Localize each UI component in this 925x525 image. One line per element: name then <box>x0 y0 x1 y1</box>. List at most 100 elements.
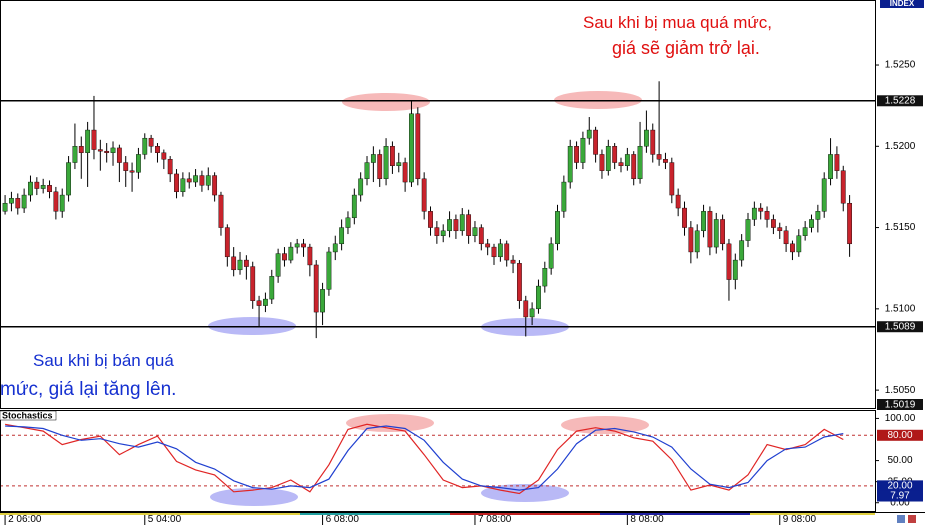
candle-body <box>180 178 186 193</box>
candle-body <box>2 202 8 212</box>
candle-body <box>631 154 637 180</box>
y-tick-label: 100.00 <box>885 413 916 424</box>
candle-body <box>231 256 237 271</box>
candle-body <box>802 227 808 236</box>
candle-body <box>459 214 465 232</box>
candle-body <box>104 150 110 153</box>
candle-body <box>783 230 789 245</box>
scroll-button[interactable] <box>908 515 916 523</box>
candle-body <box>72 146 78 163</box>
candle-body <box>739 240 745 261</box>
candle-body <box>586 129 592 139</box>
overbought-highlight <box>342 93 430 111</box>
level-box <box>877 95 923 107</box>
candle-body <box>148 137 154 147</box>
candle-body <box>167 159 173 175</box>
y-tick-label: 50.00 <box>887 455 912 466</box>
candle-body <box>745 219 751 241</box>
candle-body <box>777 227 783 232</box>
candle-body <box>497 243 503 258</box>
candle-body <box>624 154 630 167</box>
candle-body <box>447 219 452 232</box>
candle-body <box>174 173 179 193</box>
candle-body <box>142 137 148 155</box>
candle-body <box>339 227 345 245</box>
candle-body <box>644 129 649 147</box>
index-badge <box>880 0 924 8</box>
candle-body <box>847 202 853 245</box>
candle-body <box>637 146 643 180</box>
candle-body <box>567 146 573 183</box>
candle-body <box>485 243 491 248</box>
annotation: Sau khi bị bán quá <box>33 351 174 370</box>
y-tick-label: 1.5250 <box>885 60 916 71</box>
candle-body <box>517 263 522 301</box>
candle-body <box>15 198 21 209</box>
x-tick-label: 7 08:00 <box>478 514 512 525</box>
level-box <box>877 480 923 492</box>
session-bar <box>300 513 450 515</box>
candle-body <box>288 246 294 261</box>
candle-body <box>155 146 160 153</box>
session-bar <box>0 513 300 515</box>
candle-body <box>555 211 560 245</box>
candle-body <box>548 243 554 269</box>
candle-body <box>294 243 300 248</box>
candle-body <box>618 162 624 167</box>
overbought-highlight <box>554 91 642 109</box>
candle-body <box>212 175 218 196</box>
candle-body <box>764 211 770 220</box>
candle-body <box>472 227 478 236</box>
candle-body <box>682 207 687 228</box>
level-box <box>877 429 923 441</box>
annotation: Sau khi bị mua quá mức, <box>583 13 772 32</box>
candle-body <box>390 146 395 167</box>
y-tick-label: 0.00 <box>890 497 910 508</box>
overbought-highlight <box>561 416 649 434</box>
candle-body <box>199 175 205 186</box>
candle-body <box>828 154 833 180</box>
candle-body <box>47 185 52 193</box>
price-panel-frame <box>0 0 876 409</box>
candle-body <box>504 243 510 261</box>
candle-body <box>218 194 224 228</box>
candle-body <box>510 259 516 264</box>
candle-body <box>250 266 256 301</box>
current-value-label: 7.97 <box>890 491 910 502</box>
candle-body <box>224 227 230 258</box>
candle-body <box>758 207 764 212</box>
candle-body <box>815 211 821 220</box>
candle-body <box>605 146 611 171</box>
candle-body <box>650 129 656 155</box>
stochastic-panel-frame <box>0 410 876 512</box>
candle-body <box>796 235 802 253</box>
candle-body <box>110 147 116 153</box>
candle-body <box>434 227 440 236</box>
candle-body <box>129 170 135 173</box>
oversold-highlight <box>210 488 298 506</box>
candle-body <box>205 175 211 186</box>
overbought-highlight <box>346 414 434 432</box>
candle-body <box>243 259 249 267</box>
candle-body <box>116 147 122 163</box>
scroll-button[interactable] <box>897 515 905 523</box>
x-tick-label: 9 08:00 <box>783 514 817 525</box>
candle-body <box>66 162 71 196</box>
candle-body <box>275 253 281 277</box>
candle-body <box>529 308 535 318</box>
current-price-box <box>877 399 923 410</box>
session-bar <box>750 513 875 515</box>
candle-body <box>536 285 541 310</box>
candle-body <box>790 243 795 253</box>
candle-body <box>720 219 726 245</box>
candle-body <box>364 162 370 180</box>
y-tick-label: 1.5150 <box>885 222 916 233</box>
candle-body <box>383 146 389 180</box>
stochastic-line <box>5 425 844 491</box>
candle-body <box>59 194 65 212</box>
y-tick-label: 1.5050 <box>885 385 916 396</box>
candle-body <box>320 289 325 313</box>
candle-body <box>663 159 668 163</box>
